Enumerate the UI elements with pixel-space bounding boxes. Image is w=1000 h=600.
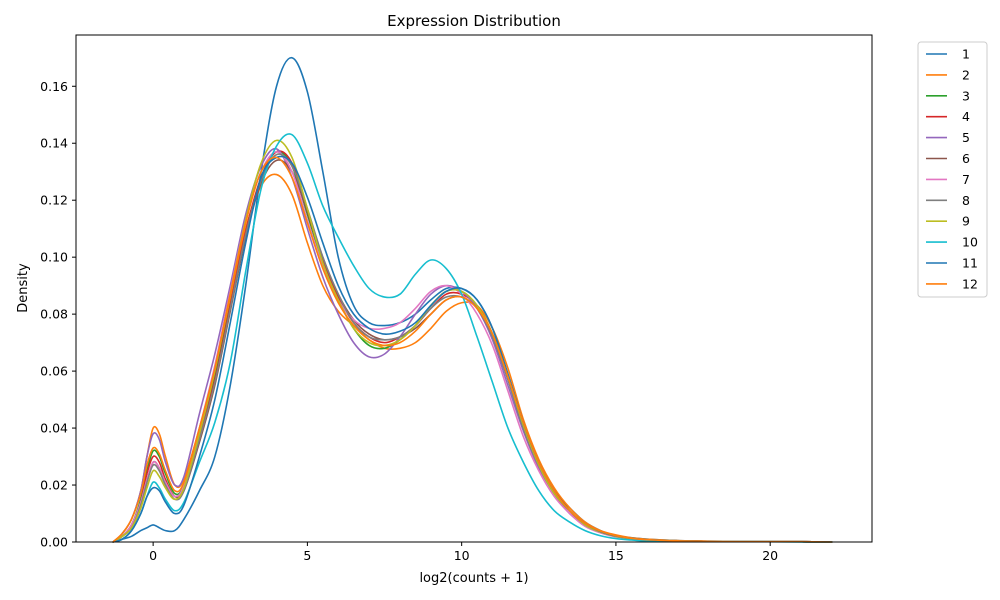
- legend-item-6: 6: [926, 151, 970, 166]
- y-tick-label: 0.02: [40, 478, 68, 493]
- legend-item-8: 8: [926, 193, 970, 208]
- legend-item-1: 1: [926, 47, 970, 62]
- legend-item-10: 10: [926, 235, 978, 250]
- series-layer: [112, 56, 833, 543]
- legend-label: 3: [962, 88, 970, 103]
- plot-area: [75, 34, 873, 543]
- y-tick-label: 0.12: [40, 193, 68, 208]
- y-tick-label: 0.14: [40, 136, 68, 151]
- legend-label: 8: [962, 193, 970, 208]
- y-tick-label: 0.00: [40, 535, 68, 550]
- legend-label: 10: [962, 235, 978, 250]
- y-tick-label: 0.06: [40, 364, 68, 379]
- legend-label: 2: [962, 67, 970, 82]
- x-tick-label: 0: [149, 548, 157, 563]
- legend-label: 7: [962, 172, 970, 187]
- x-axis: 0 5 10 15 20: [149, 542, 778, 563]
- legend-label: 4: [962, 109, 970, 124]
- legend-label: 6: [962, 151, 970, 166]
- x-axis-title: log2(counts + 1): [419, 571, 528, 586]
- series-line-3: [112, 150, 833, 543]
- legend-label: 1: [962, 47, 970, 62]
- series-line-12: [112, 156, 833, 543]
- x-tick-label: 5: [303, 548, 311, 563]
- x-tick-label: 15: [608, 548, 624, 563]
- legend-item-3: 3: [926, 88, 970, 103]
- legend-item-2: 2: [926, 67, 970, 82]
- y-axis: 0.00 0.02 0.04 0.06 0.08 0.10 0.12 0.14 0.16: [40, 79, 76, 550]
- y-axis-title: Density: [16, 263, 31, 313]
- legend-label: 12: [962, 276, 978, 291]
- series-line-10: [112, 133, 833, 543]
- x-tick-label: 20: [762, 548, 778, 563]
- chart-title: Expression Distribution: [387, 12, 561, 30]
- legend-item-12: 12: [926, 276, 978, 291]
- y-tick-label: 0.16: [40, 79, 68, 94]
- legend-item-7: 7: [926, 172, 970, 187]
- y-tick-label: 0.08: [40, 307, 68, 322]
- legend-label: 9: [962, 214, 970, 229]
- y-tick-label: 0.10: [40, 250, 68, 265]
- legend-item-5: 5: [926, 130, 970, 145]
- axes-frame: [75, 34, 873, 543]
- legend-label: 11: [962, 256, 978, 271]
- legend-frame: [917, 41, 988, 298]
- legend-label: 5: [962, 130, 970, 145]
- legend-item-4: 4: [926, 109, 970, 124]
- legend-item-9: 9: [926, 214, 970, 229]
- x-tick-label: 10: [454, 548, 470, 563]
- legend-item-11: 11: [926, 256, 978, 271]
- y-tick-label: 0.04: [40, 421, 68, 436]
